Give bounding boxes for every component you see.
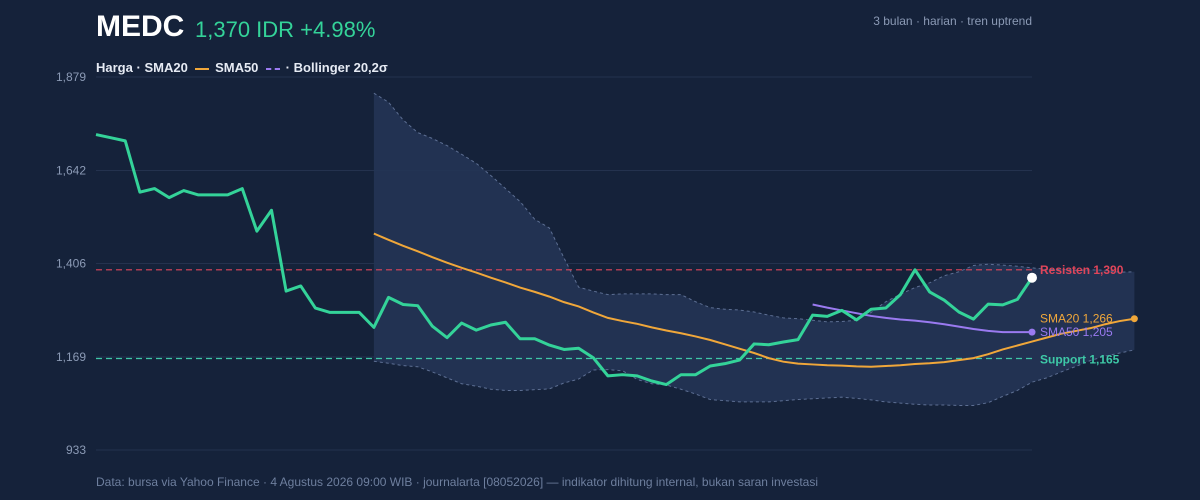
support-label: Support 1,165 [1040,353,1120,367]
legend-sma50: SMA50 [215,60,259,75]
legend-price: Harga [96,60,133,75]
legend-bollinger-swatch [266,67,281,70]
sma50-end-label: SMA50 1,205 [1040,325,1113,339]
price-line [95,133,1034,387]
chart-subinfo: 3 bulan · harian · tren uptrend [873,14,1032,28]
ticker-symbol: MEDC [96,10,185,43]
price-change: 1,370 IDR +4.98% [195,17,376,42]
sma50-line [812,303,1032,334]
chart-legend: Harga · SMA20 SMA50 · Bollinger 20,2σ [96,60,388,75]
bollinger-lower-line [373,349,1135,406]
legend-bollinger: Bollinger 20,2σ [293,60,388,75]
sma20-end-dot [1130,315,1138,323]
legend-sma20: SMA20 [144,60,188,75]
sma50-end-dot [1028,328,1036,336]
data-source-footer: Data: bursa via Yahoo Finance · 4 Agustu… [96,475,818,489]
resistance-label: Resisten 1,390 [1040,263,1124,277]
legend-sma50-swatch [195,67,210,70]
y-tick-label: 1,406 [56,257,86,271]
legend-separator: · [136,60,141,75]
y-tick-label: 1,879 [56,70,86,84]
legend-separator-2: · [285,60,291,75]
y-tick-label: 933 [66,443,86,457]
price-end-dot [1027,272,1037,283]
y-tick-label: 1,642 [56,163,86,177]
bollinger-band-fill [373,93,1135,406]
bollinger-upper-line [373,92,1135,323]
sma20-line [373,232,1135,368]
sma20-end-label: SMA20 1,266 [1040,312,1113,326]
y-tick-label: 1,169 [56,350,86,364]
